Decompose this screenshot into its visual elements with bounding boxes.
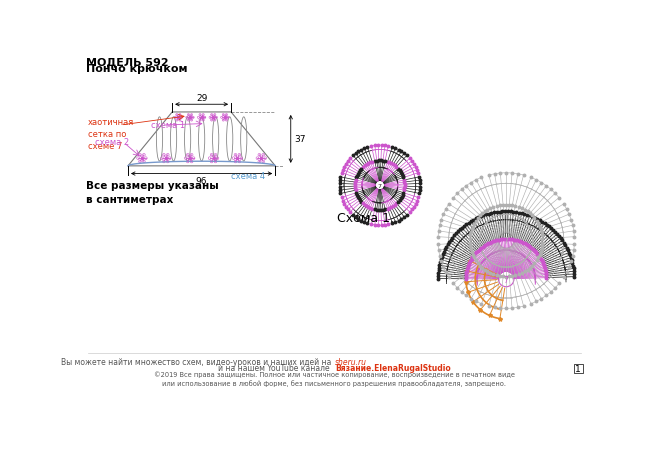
Text: 7: 7 [504,275,509,284]
Text: ©2019 Все права защищены. Полное или частичное копирование, воспроизведение в пе: ©2019 Все права защищены. Полное или час… [154,370,514,386]
Text: схема 4: схема 4 [231,172,265,181]
Text: 1: 1 [576,364,581,373]
Text: и на нашем YouTube канале: и на нашем YouTube канале [218,363,334,372]
Text: sheru.ru: sheru.ru [335,357,367,366]
Text: Пончо крючком: Пончо крючком [86,64,188,74]
Text: схема 2: схема 2 [95,138,130,147]
Text: 37: 37 [295,135,306,144]
Text: хаотичная
сетка по
схеме 7: хаотичная сетка по схеме 7 [88,118,134,151]
Text: Все размеры указаны
в сантиметрах: Все размеры указаны в сантиметрах [86,181,219,205]
FancyBboxPatch shape [574,364,583,373]
Text: 7: 7 [378,183,382,188]
Text: 7: 7 [504,236,509,246]
Text: Вы можете найти множество схем, видео-уроков и наших идей на: Вы можете найти множество схем, видео-ур… [61,357,334,366]
Text: схема 1: схема 1 [151,120,185,129]
Text: Вязание.ElenaRugalStudio: Вязание.ElenaRugalStudio [335,363,451,372]
Text: 96: 96 [196,176,207,185]
Text: 29: 29 [196,94,207,103]
Text: МОДЕЛЬ 592: МОДЕЛЬ 592 [86,57,169,67]
Text: Схема 1.: Схема 1. [337,212,394,225]
